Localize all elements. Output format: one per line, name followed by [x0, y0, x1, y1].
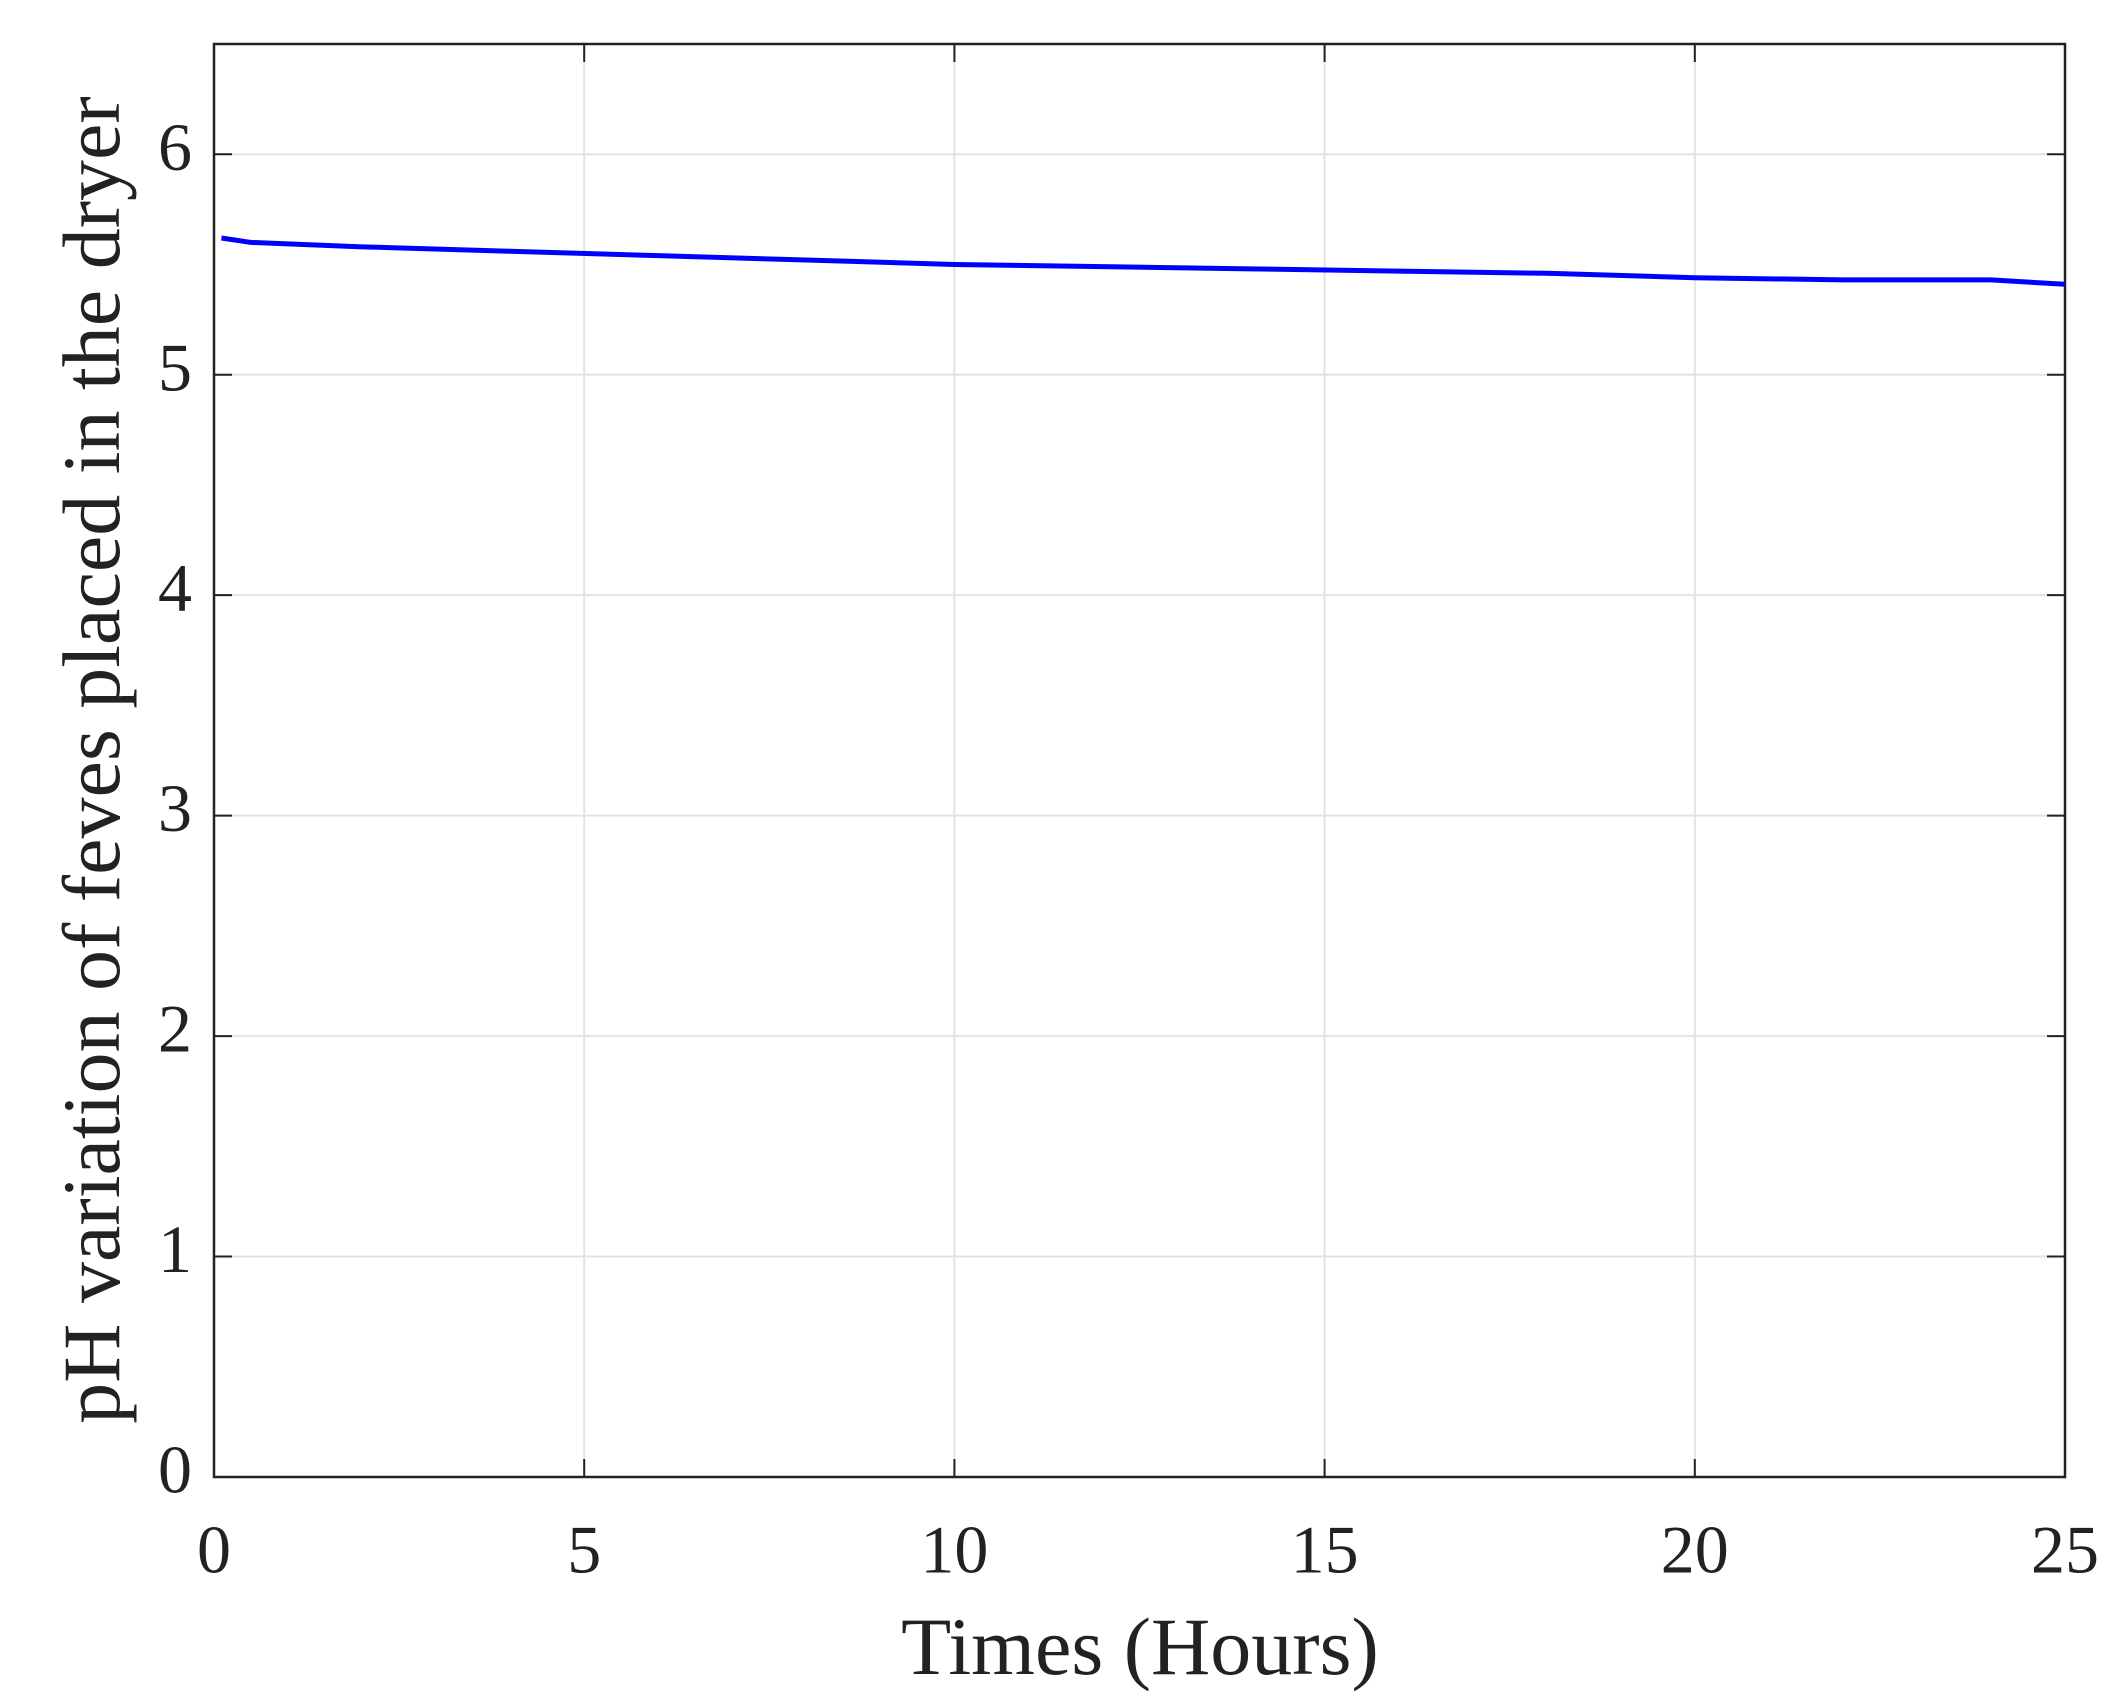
- y-axis-label: pH variation of feves placed in the drye…: [46, 96, 137, 1423]
- x-tick-label: 5: [567, 1512, 601, 1588]
- x-tick-label: 15: [1291, 1512, 1359, 1588]
- x-tick-label: 20: [1661, 1512, 1729, 1588]
- y-tick-label: 0: [158, 1432, 192, 1508]
- x-tick-label: 25: [2031, 1512, 2099, 1588]
- x-tick-label: 0: [197, 1512, 231, 1588]
- x-axis-label: Times (Hours): [901, 1601, 1379, 1692]
- y-tick-label: 4: [158, 550, 192, 626]
- y-tick-label: 6: [158, 109, 192, 185]
- y-tick-label: 3: [158, 770, 192, 846]
- y-tick-label: 5: [158, 329, 192, 405]
- plot-frame: [212, 42, 2067, 1479]
- y-tick-label: 1: [158, 1211, 192, 1287]
- data-line: [221, 235, 2066, 287]
- x-tick-label: 10: [920, 1512, 988, 1588]
- y-tick-label: 2: [158, 991, 192, 1067]
